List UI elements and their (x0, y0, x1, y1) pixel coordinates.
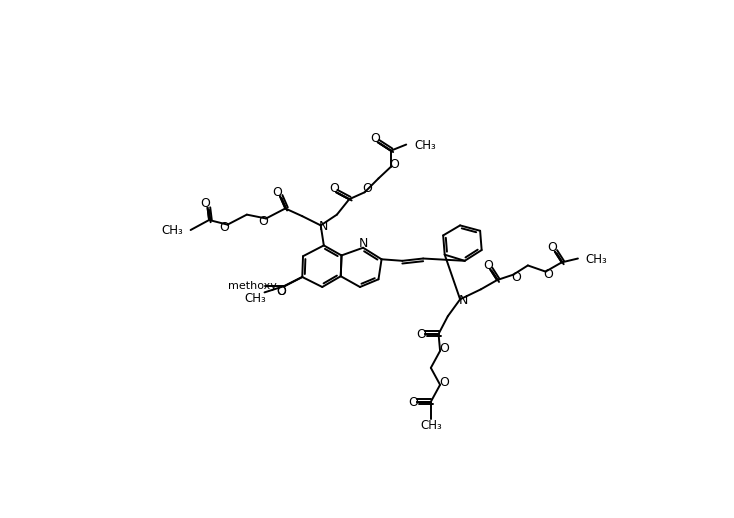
Text: O: O (548, 241, 557, 254)
Text: CH₃: CH₃ (414, 139, 436, 152)
Text: O: O (258, 215, 268, 228)
Text: O: O (200, 197, 210, 210)
Text: O: O (439, 376, 449, 389)
Text: O: O (408, 396, 418, 409)
Text: CH₃: CH₃ (244, 292, 266, 305)
Text: O: O (512, 271, 521, 284)
Text: N: N (459, 294, 468, 307)
Text: N: N (359, 237, 368, 250)
Text: O: O (544, 268, 553, 281)
Text: O: O (416, 328, 426, 341)
Text: O: O (371, 132, 380, 145)
Text: N: N (319, 220, 329, 233)
Text: O: O (439, 342, 449, 355)
Text: O: O (389, 158, 399, 171)
Text: O: O (277, 285, 286, 298)
Text: O: O (272, 186, 283, 199)
Text: methoxy: methoxy (228, 281, 277, 291)
Text: O: O (330, 182, 340, 195)
Text: O: O (362, 182, 372, 195)
Text: O: O (483, 259, 493, 272)
Text: CH₃: CH₃ (420, 419, 442, 432)
Text: O: O (277, 285, 286, 298)
Text: O: O (219, 221, 230, 234)
Text: CH₃: CH₃ (586, 253, 607, 266)
Text: CH₃: CH₃ (161, 224, 183, 237)
